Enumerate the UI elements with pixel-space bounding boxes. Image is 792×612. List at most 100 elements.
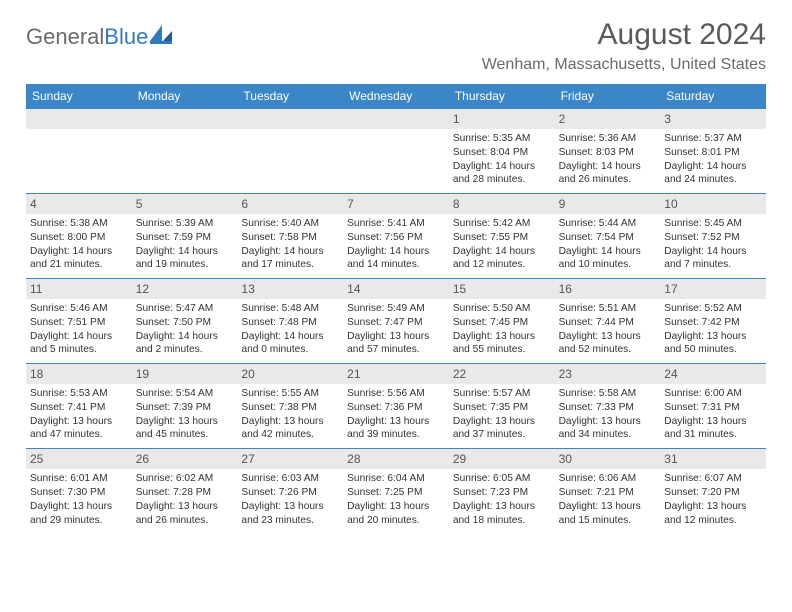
month-year-title: August 2024 (482, 18, 766, 52)
daylight1-text: Daylight: 13 hours (664, 500, 762, 514)
daylight2-text: and 24 minutes. (664, 173, 762, 187)
calendar-cell: 12Sunrise: 5:47 AMSunset: 7:50 PMDayligh… (132, 279, 238, 363)
daylight1-text: Daylight: 13 hours (664, 330, 762, 344)
daylight2-text: and 12 minutes. (664, 514, 762, 528)
sunset-text: Sunset: 7:28 PM (136, 486, 234, 500)
sunset-text: Sunset: 7:42 PM (664, 316, 762, 330)
sunset-text: Sunset: 7:45 PM (453, 316, 551, 330)
sunset-text: Sunset: 7:54 PM (559, 231, 657, 245)
sunset-text: Sunset: 7:35 PM (453, 401, 551, 415)
calendar-cell: 10Sunrise: 5:45 AMSunset: 7:52 PMDayligh… (660, 194, 766, 278)
day-number: 21 (343, 364, 449, 384)
sunrise-text: Sunrise: 5:52 AM (664, 302, 762, 316)
daylight2-text: and 2 minutes. (136, 343, 234, 357)
daylight2-text: and 7 minutes. (664, 258, 762, 272)
calendar-cell: 13Sunrise: 5:48 AMSunset: 7:48 PMDayligh… (237, 279, 343, 363)
calendar-cell: 3Sunrise: 5:37 AMSunset: 8:01 PMDaylight… (660, 109, 766, 193)
daylight2-text: and 15 minutes. (559, 514, 657, 528)
daylight2-text: and 26 minutes. (136, 514, 234, 528)
sunrise-text: Sunrise: 5:42 AM (453, 217, 551, 231)
calendar-cell: 1Sunrise: 5:35 AMSunset: 8:04 PMDaylight… (449, 109, 555, 193)
calendar-week: 11Sunrise: 5:46 AMSunset: 7:51 PMDayligh… (26, 278, 766, 363)
sunset-text: Sunset: 7:26 PM (241, 486, 339, 500)
sunrise-text: Sunrise: 5:36 AM (559, 132, 657, 146)
daylight2-text: and 21 minutes. (30, 258, 128, 272)
day-number: 28 (343, 449, 449, 469)
day-header-monday: Monday (132, 84, 238, 108)
calendar-cell: 6Sunrise: 5:40 AMSunset: 7:58 PMDaylight… (237, 194, 343, 278)
sunset-text: Sunset: 7:25 PM (347, 486, 445, 500)
calendar-cell: 25Sunrise: 6:01 AMSunset: 7:30 PMDayligh… (26, 449, 132, 533)
calendar-cell: 31Sunrise: 6:07 AMSunset: 7:20 PMDayligh… (660, 449, 766, 533)
calendar-cell: 2Sunrise: 5:36 AMSunset: 8:03 PMDaylight… (555, 109, 661, 193)
daylight1-text: Daylight: 13 hours (30, 500, 128, 514)
calendar-cell: 18Sunrise: 5:53 AMSunset: 7:41 PMDayligh… (26, 364, 132, 448)
day-number: 25 (26, 449, 132, 469)
calendar-cell (237, 109, 343, 193)
sunrise-text: Sunrise: 5:54 AM (136, 387, 234, 401)
sunset-text: Sunset: 7:55 PM (453, 231, 551, 245)
daylight1-text: Daylight: 14 hours (241, 245, 339, 259)
sunset-text: Sunset: 7:51 PM (30, 316, 128, 330)
calendar-cell: 20Sunrise: 5:55 AMSunset: 7:38 PMDayligh… (237, 364, 343, 448)
calendar-cell: 21Sunrise: 5:56 AMSunset: 7:36 PMDayligh… (343, 364, 449, 448)
sunrise-text: Sunrise: 5:49 AM (347, 302, 445, 316)
daylight2-text: and 39 minutes. (347, 428, 445, 442)
calendar: Sunday Monday Tuesday Wednesday Thursday… (26, 84, 766, 533)
day-number: 18 (26, 364, 132, 384)
calendar-cell: 27Sunrise: 6:03 AMSunset: 7:26 PMDayligh… (237, 449, 343, 533)
daylight2-text: and 37 minutes. (453, 428, 551, 442)
calendar-cell: 15Sunrise: 5:50 AMSunset: 7:45 PMDayligh… (449, 279, 555, 363)
daylight2-text: and 50 minutes. (664, 343, 762, 357)
calendar-cell (26, 109, 132, 193)
sunrise-text: Sunrise: 5:40 AM (241, 217, 339, 231)
day-header-row: Sunday Monday Tuesday Wednesday Thursday… (26, 84, 766, 108)
sunrise-text: Sunrise: 6:06 AM (559, 472, 657, 486)
daylight1-text: Daylight: 13 hours (453, 330, 551, 344)
title-block: August 2024 Wenham, Massachusetts, Unite… (482, 18, 766, 74)
sunset-text: Sunset: 8:01 PM (664, 146, 762, 160)
daylight1-text: Daylight: 14 hours (559, 245, 657, 259)
day-number (343, 109, 449, 129)
daylight2-text: and 55 minutes. (453, 343, 551, 357)
sunrise-text: Sunrise: 5:35 AM (453, 132, 551, 146)
sunset-text: Sunset: 7:21 PM (559, 486, 657, 500)
daylight2-text: and 0 minutes. (241, 343, 339, 357)
calendar-cell: 23Sunrise: 5:58 AMSunset: 7:33 PMDayligh… (555, 364, 661, 448)
daylight1-text: Daylight: 13 hours (347, 415, 445, 429)
sunset-text: Sunset: 8:03 PM (559, 146, 657, 160)
sunset-text: Sunset: 7:58 PM (241, 231, 339, 245)
sunset-text: Sunset: 7:33 PM (559, 401, 657, 415)
daylight2-text: and 26 minutes. (559, 173, 657, 187)
page-header: GeneralBlue August 2024 Wenham, Massachu… (26, 18, 766, 74)
sunrise-text: Sunrise: 5:56 AM (347, 387, 445, 401)
daylight2-text: and 10 minutes. (559, 258, 657, 272)
calendar-cell: 26Sunrise: 6:02 AMSunset: 7:28 PMDayligh… (132, 449, 238, 533)
daylight2-text: and 12 minutes. (453, 258, 551, 272)
day-number: 13 (237, 279, 343, 299)
daylight2-text: and 45 minutes. (136, 428, 234, 442)
daylight1-text: Daylight: 14 hours (136, 245, 234, 259)
calendar-cell: 19Sunrise: 5:54 AMSunset: 7:39 PMDayligh… (132, 364, 238, 448)
location-subtitle: Wenham, Massachusetts, United States (482, 56, 766, 74)
sunset-text: Sunset: 7:59 PM (136, 231, 234, 245)
sunset-text: Sunset: 8:04 PM (453, 146, 551, 160)
calendar-cell: 14Sunrise: 5:49 AMSunset: 7:47 PMDayligh… (343, 279, 449, 363)
daylight1-text: Daylight: 13 hours (136, 415, 234, 429)
sunrise-text: Sunrise: 5:48 AM (241, 302, 339, 316)
daylight1-text: Daylight: 13 hours (136, 500, 234, 514)
daylight2-text: and 52 minutes. (559, 343, 657, 357)
daylight2-text: and 20 minutes. (347, 514, 445, 528)
daylight1-text: Daylight: 13 hours (664, 415, 762, 429)
sunrise-text: Sunrise: 5:38 AM (30, 217, 128, 231)
daylight2-text: and 18 minutes. (453, 514, 551, 528)
day-number: 26 (132, 449, 238, 469)
sunset-text: Sunset: 7:41 PM (30, 401, 128, 415)
sunrise-text: Sunrise: 6:01 AM (30, 472, 128, 486)
daylight2-text: and 31 minutes. (664, 428, 762, 442)
sunset-text: Sunset: 7:44 PM (559, 316, 657, 330)
day-number: 5 (132, 194, 238, 214)
day-header-wednesday: Wednesday (343, 84, 449, 108)
daylight1-text: Daylight: 13 hours (241, 415, 339, 429)
sunrise-text: Sunrise: 5:58 AM (559, 387, 657, 401)
